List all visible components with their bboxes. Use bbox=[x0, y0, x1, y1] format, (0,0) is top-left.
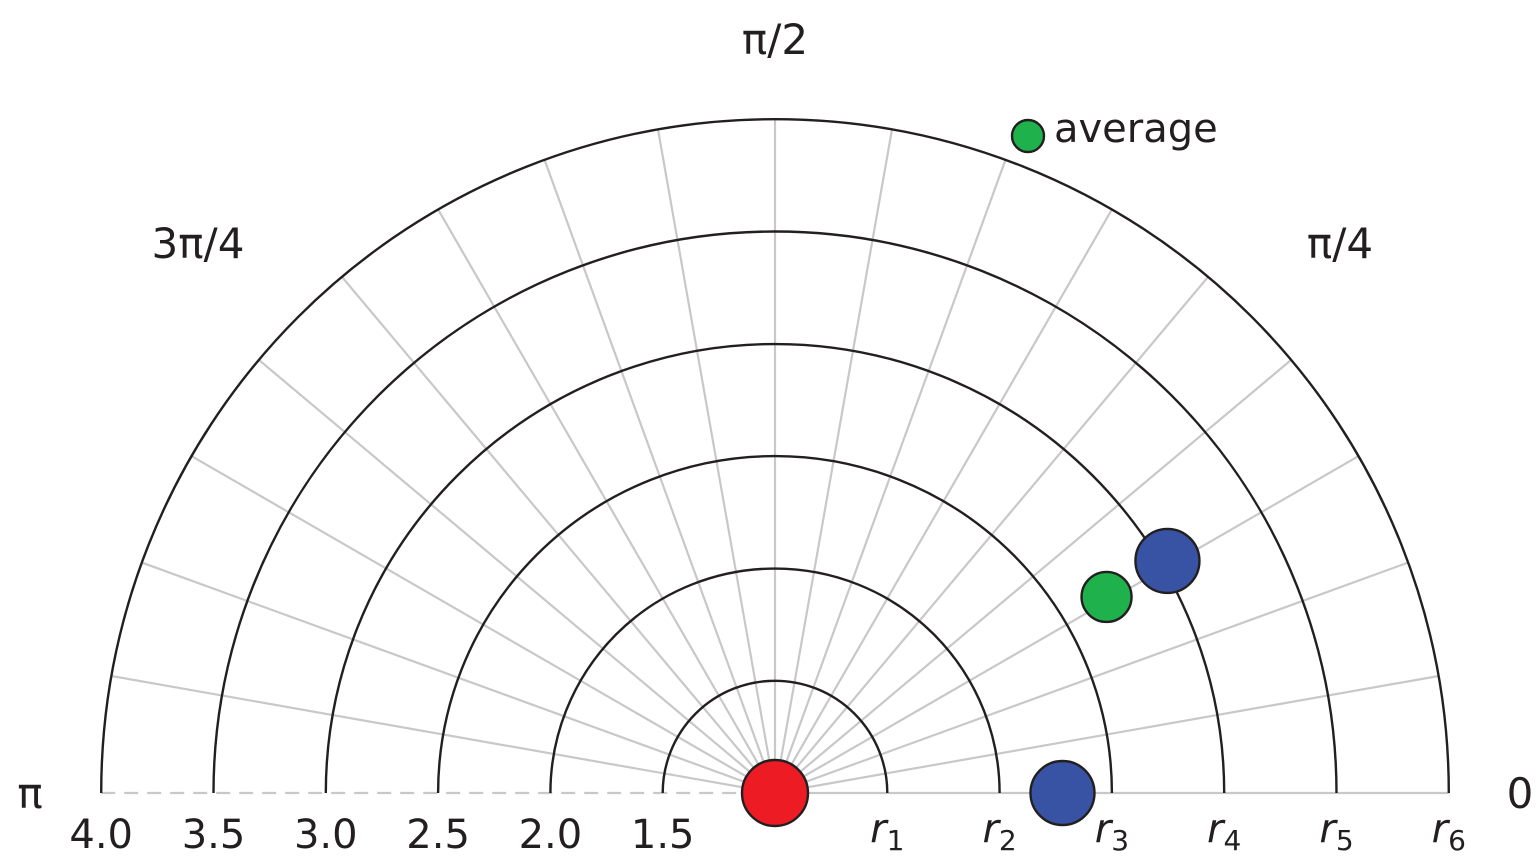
radial-label-right: r6 bbox=[1432, 806, 1466, 857]
radial-label-left: 3.0 bbox=[294, 812, 358, 858]
ring-arc bbox=[212, 230, 1338, 794]
radial-label-left: 1.5 bbox=[631, 812, 695, 858]
data-points bbox=[740, 527, 1201, 828]
radial-label-left: 3.5 bbox=[182, 812, 246, 858]
radial-label-right: r1 bbox=[870, 806, 904, 857]
ring-arc bbox=[661, 679, 889, 794]
angle-label: π/4 bbox=[1307, 219, 1373, 268]
radial-label-left: 2.5 bbox=[406, 812, 470, 858]
radial-label-left: 4.0 bbox=[69, 812, 133, 858]
angle-label: π bbox=[17, 769, 42, 818]
radial-label-left: 2.0 bbox=[519, 812, 583, 858]
legend: average bbox=[1010, 106, 1218, 154]
radial-label-right: r3 bbox=[1095, 806, 1129, 857]
ring-arcs bbox=[100, 118, 1450, 794]
angle-label: π/2 bbox=[742, 15, 808, 64]
point-blue bbox=[1134, 527, 1201, 595]
angle-label: 3π/4 bbox=[152, 219, 245, 268]
angle-label: 0 bbox=[1507, 769, 1534, 818]
point-blue bbox=[1029, 759, 1096, 827]
axis-labels: 0 π/4 π/2 3π/4 π r1 r2 r3 r4 r5 r6 1.5 2.0 2.5 3.0 3.5 4… bbox=[17, 15, 1533, 858]
legend-marker bbox=[1010, 118, 1046, 154]
ring-arc bbox=[436, 454, 1114, 794]
point-origin bbox=[740, 758, 810, 828]
radial-label-right: r5 bbox=[1319, 806, 1353, 857]
legend-label: average bbox=[1054, 106, 1218, 152]
ring-arc bbox=[549, 567, 1001, 794]
radial-label-right: r2 bbox=[982, 806, 1016, 857]
point-average bbox=[1080, 570, 1133, 624]
ring-arc bbox=[100, 118, 1450, 794]
radial-label-right: r4 bbox=[1207, 806, 1241, 857]
